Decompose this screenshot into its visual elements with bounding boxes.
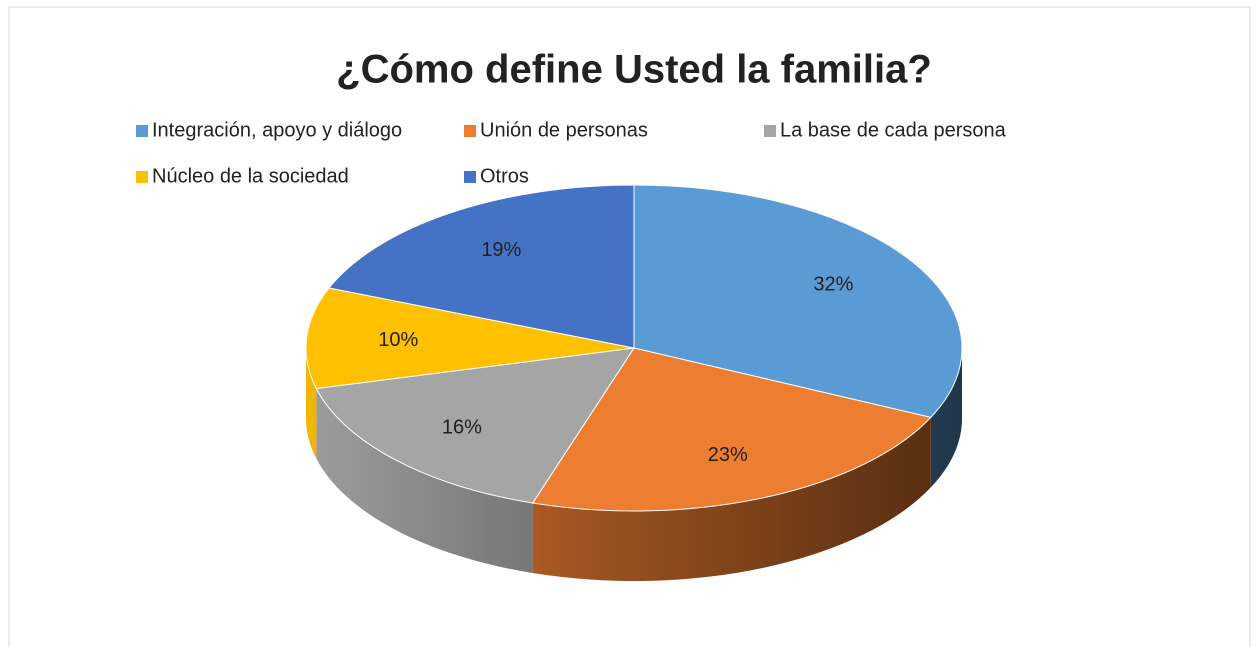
slice: [531, 347, 932, 512]
data-label: 10%: [378, 329, 418, 351]
legend-swatch: [136, 171, 148, 183]
data-label: 19%: [481, 239, 521, 261]
legend-swatch: [464, 125, 476, 137]
slice: [328, 184, 635, 349]
side-shade: [930, 348, 962, 488]
data-label: 16%: [442, 417, 482, 439]
legend-label: Otros: [480, 165, 529, 187]
legend-label: Unión de personas: [480, 119, 648, 141]
slice: [305, 287, 635, 390]
chart-title: ¿Cómo define Usted la familia?: [336, 48, 932, 92]
legend-swatch: [464, 171, 476, 183]
legend-swatch: [764, 125, 776, 137]
legend-label: La base de cada persona: [780, 119, 1007, 141]
slice: [633, 184, 963, 418]
data-label: 32%: [813, 273, 853, 295]
legend-label: Integración, apoyo y diálogo: [152, 119, 402, 141]
side-shade: [532, 417, 931, 581]
side-shade: [306, 348, 317, 459]
legend-label: Núcleo de la sociedad: [152, 165, 349, 187]
legend-swatch: [136, 125, 148, 137]
data-label: 23%: [708, 444, 748, 466]
slice: [315, 347, 636, 504]
side-shade: [316, 388, 533, 574]
